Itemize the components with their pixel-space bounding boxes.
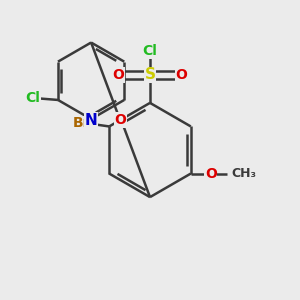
Text: O: O xyxy=(205,167,217,181)
Text: Cl: Cl xyxy=(25,92,40,106)
Text: Br: Br xyxy=(73,116,91,130)
Text: N: N xyxy=(85,113,98,128)
Text: O: O xyxy=(112,68,124,82)
Text: S: S xyxy=(145,68,155,82)
Text: O: O xyxy=(115,113,127,127)
Text: Cl: Cl xyxy=(142,44,158,58)
Text: CH₃: CH₃ xyxy=(231,167,256,180)
Text: O: O xyxy=(176,68,188,82)
